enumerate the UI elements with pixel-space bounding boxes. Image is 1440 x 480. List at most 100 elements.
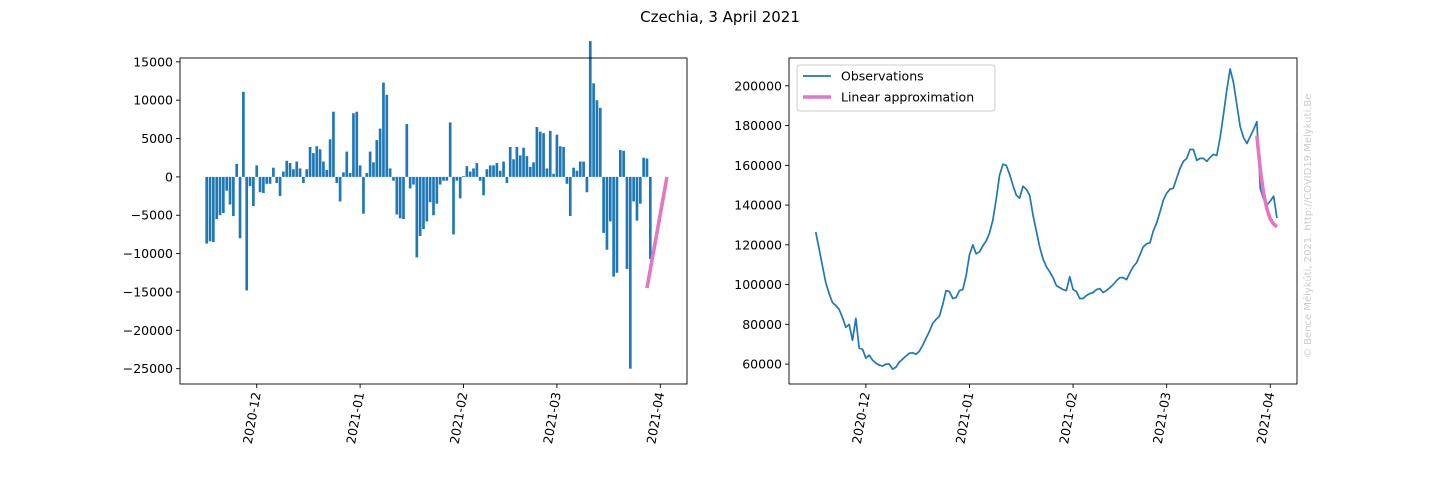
bar bbox=[588, 41, 592, 177]
bar bbox=[615, 176, 619, 273]
bar bbox=[378, 128, 382, 177]
right-x-tick-label: 2021-02 bbox=[1056, 391, 1080, 445]
bar bbox=[275, 176, 279, 184]
bar bbox=[532, 162, 535, 177]
left-x-tick-label: 2021-03 bbox=[540, 391, 564, 445]
bar bbox=[578, 161, 582, 177]
bar bbox=[645, 158, 649, 177]
bar bbox=[525, 156, 529, 177]
bar bbox=[315, 146, 319, 177]
bar bbox=[562, 146, 565, 177]
bar bbox=[438, 176, 442, 185]
linear-approximation-line bbox=[1255, 135, 1279, 229]
bar bbox=[238, 176, 242, 239]
bar bbox=[332, 111, 335, 177]
left-y-tick-label: 0 bbox=[165, 169, 173, 184]
bar bbox=[618, 150, 622, 177]
bar bbox=[228, 176, 232, 205]
right-y-tick-label: 80000 bbox=[742, 317, 782, 332]
right-y-tick-label: 160000 bbox=[734, 158, 782, 173]
bar bbox=[452, 176, 455, 235]
bar bbox=[345, 151, 349, 177]
bar bbox=[428, 176, 432, 203]
bar bbox=[405, 123, 409, 177]
bar bbox=[512, 159, 515, 177]
bar bbox=[355, 111, 359, 177]
bar bbox=[498, 170, 502, 177]
bar bbox=[385, 94, 389, 177]
bar bbox=[592, 83, 595, 177]
bar bbox=[365, 173, 369, 177]
bar bbox=[648, 176, 652, 259]
left-approximation-line bbox=[645, 176, 669, 289]
bar bbox=[492, 165, 495, 177]
bar bbox=[292, 169, 295, 177]
bar bbox=[555, 134, 559, 177]
bar bbox=[398, 176, 402, 219]
bar bbox=[595, 100, 599, 177]
bar bbox=[425, 176, 429, 222]
bar bbox=[548, 130, 552, 177]
bar bbox=[485, 169, 489, 177]
bar bbox=[235, 163, 239, 177]
figure-title: Czechia, 3 April 2021 bbox=[640, 8, 800, 26]
bar bbox=[362, 176, 365, 214]
left-x-tick-label: 2021-01 bbox=[343, 391, 367, 445]
left-x-tick-label: 2021-04 bbox=[643, 391, 667, 445]
bar bbox=[435, 176, 439, 204]
left-axes: 15000 10000 5000 0 −5000 −10000 −15000 −20000 −2… bbox=[123, 54, 688, 445]
right-y-tick-label: 200000 bbox=[734, 78, 782, 93]
bar bbox=[458, 176, 462, 199]
legend-observations-label: Observations bbox=[841, 69, 924, 84]
right-axes-frame bbox=[788, 57, 1298, 385]
right-line-chart: 200000 180000 160000 140000 120000 100000 8000… bbox=[734, 57, 1298, 445]
bar bbox=[528, 166, 532, 177]
bar bbox=[388, 168, 392, 177]
bar bbox=[448, 122, 452, 177]
right-y-tick-label: 180000 bbox=[734, 118, 782, 133]
bar bbox=[335, 176, 339, 184]
left-y-tick-label: −10000 bbox=[123, 246, 173, 261]
bar bbox=[482, 176, 485, 196]
bar bbox=[225, 176, 229, 191]
bar bbox=[602, 176, 605, 233]
bar bbox=[605, 176, 609, 250]
bar bbox=[422, 176, 425, 230]
bar bbox=[265, 176, 269, 184]
bar bbox=[508, 146, 512, 177]
bar bbox=[272, 167, 275, 177]
bar bbox=[568, 176, 572, 217]
bar bbox=[612, 176, 615, 277]
bar bbox=[402, 176, 405, 220]
bar bbox=[632, 176, 635, 202]
bar bbox=[488, 165, 492, 177]
bar bbox=[208, 176, 212, 242]
bar bbox=[215, 176, 219, 220]
bar bbox=[305, 169, 309, 177]
bar bbox=[408, 176, 412, 189]
bar bbox=[308, 146, 312, 177]
bar bbox=[262, 176, 265, 194]
right-x-tick-label: 2021-04 bbox=[1253, 391, 1277, 445]
left-y-tick-label: 10000 bbox=[133, 93, 173, 108]
right-y-tick-label: 60000 bbox=[742, 357, 782, 372]
bar bbox=[505, 176, 509, 184]
left-linear-approximation bbox=[645, 176, 669, 289]
bar bbox=[392, 176, 395, 181]
right-x-tick-label: 2021-03 bbox=[1150, 391, 1174, 445]
bar bbox=[245, 176, 249, 291]
bar bbox=[565, 176, 569, 184]
bar bbox=[575, 170, 579, 177]
left-x-tick-label: 2020-12 bbox=[240, 391, 264, 445]
left-y-tick-label: −5000 bbox=[131, 208, 173, 223]
bar bbox=[572, 167, 575, 177]
bar bbox=[325, 169, 329, 177]
bar bbox=[635, 176, 639, 221]
bar bbox=[472, 168, 475, 177]
bar bbox=[585, 176, 589, 193]
bar bbox=[298, 168, 302, 177]
bar bbox=[582, 161, 585, 177]
bar bbox=[608, 176, 612, 222]
bar bbox=[248, 176, 252, 187]
